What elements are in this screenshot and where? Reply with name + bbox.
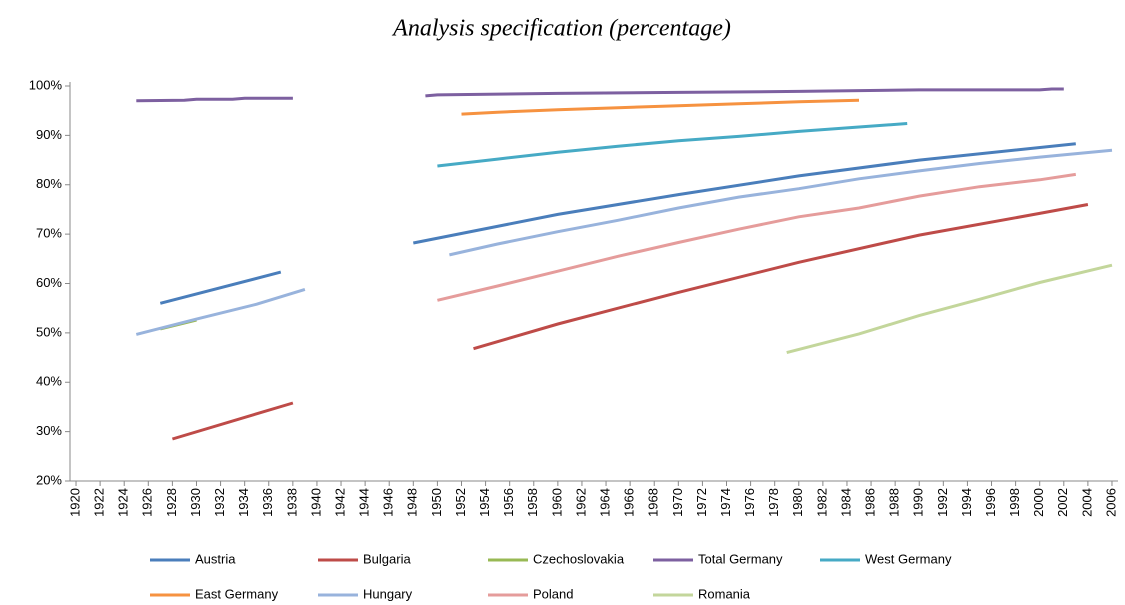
- x-tick-label: 1994: [959, 488, 974, 517]
- legend-label: East Germany: [195, 586, 279, 601]
- x-tick-label: 1930: [188, 488, 203, 517]
- x-tick-label: 1956: [501, 488, 516, 517]
- x-tick-label: 1950: [429, 488, 444, 517]
- x-tick-label: 1926: [140, 488, 155, 517]
- legend-label: Czechoslovakia: [533, 551, 625, 566]
- x-tick-label: 1946: [381, 488, 396, 517]
- y-tick-label: 100%: [29, 77, 63, 92]
- x-tick-label: 1932: [212, 488, 227, 517]
- legend-label: Romania: [698, 586, 751, 601]
- series-line: [135, 148, 1113, 336]
- x-tick-label: 1982: [814, 488, 829, 517]
- series-line: [136, 87, 1064, 103]
- x-tick-label: 1920: [67, 488, 82, 517]
- x-tick-label: 2004: [1079, 488, 1094, 517]
- x-tick-label: 1972: [694, 488, 709, 517]
- chart-title: Analysis specification (percentage): [391, 16, 731, 42]
- x-tick-label: 1964: [597, 488, 612, 517]
- x-tick-label: 1936: [260, 488, 275, 517]
- x-tick-label: 1974: [718, 488, 733, 517]
- x-tick-label: 1954: [477, 488, 492, 517]
- x-tick-label: 1962: [573, 488, 588, 517]
- y-tick-label: 40%: [36, 374, 62, 389]
- x-tick-label: 1966: [622, 488, 637, 517]
- x-tick-label: 1986: [862, 488, 877, 517]
- y-tick-label: 80%: [36, 176, 62, 191]
- legend-label: Bulgaria: [363, 551, 411, 566]
- x-tick-label: 1934: [236, 488, 251, 517]
- y-tick-label: 60%: [36, 275, 62, 290]
- x-tick-label: 1960: [549, 488, 564, 517]
- y-tick-label: 50%: [36, 324, 62, 339]
- series-line: [171, 203, 1089, 441]
- x-tick-label: 1988: [887, 488, 902, 517]
- x-tick-label: 1922: [92, 488, 107, 517]
- x-tick-label: 1996: [983, 488, 998, 517]
- x-tick-label: 2000: [1031, 488, 1046, 517]
- legend-label: Austria: [195, 551, 236, 566]
- x-tick-label: 1942: [332, 488, 347, 517]
- series-line: [437, 122, 908, 168]
- x-tick-label: 1976: [742, 488, 757, 517]
- series-line: [786, 263, 1113, 355]
- x-tick-label: 1990: [911, 488, 926, 517]
- x-tick-label: 1948: [405, 488, 420, 517]
- x-tick-label: 1968: [646, 488, 661, 517]
- legend-label: Poland: [533, 586, 573, 601]
- x-tick-label: 1958: [525, 488, 540, 517]
- x-tick-label: 1924: [116, 488, 131, 517]
- y-tick-label: 20%: [36, 472, 62, 487]
- x-tick-label: 1984: [838, 488, 853, 517]
- legend-label: West Germany: [865, 551, 952, 566]
- y-tick-label: 90%: [36, 127, 62, 142]
- x-tick-label: 1998: [1007, 488, 1022, 517]
- x-tick-label: 1952: [453, 488, 468, 517]
- legend-label: Hungary: [363, 586, 413, 601]
- x-tick-label: 1978: [766, 488, 781, 517]
- x-tick-label: 1944: [357, 488, 372, 517]
- x-tick-label: 1980: [790, 488, 805, 517]
- series-line: [461, 98, 860, 116]
- x-tick-label: 1940: [308, 488, 323, 517]
- x-tick-label: 1992: [935, 488, 950, 517]
- y-tick-label: 70%: [36, 226, 62, 241]
- x-tick-label: 2002: [1055, 488, 1070, 517]
- series-line: [437, 172, 1077, 302]
- series-line: [159, 142, 1076, 305]
- x-tick-label: 1938: [284, 488, 299, 517]
- legend-label: Total Germany: [698, 551, 783, 566]
- y-tick-label: 30%: [36, 423, 62, 438]
- x-tick-label: 1928: [164, 488, 179, 517]
- x-tick-label: 2006: [1103, 488, 1118, 517]
- x-tick-label: 1970: [670, 488, 685, 517]
